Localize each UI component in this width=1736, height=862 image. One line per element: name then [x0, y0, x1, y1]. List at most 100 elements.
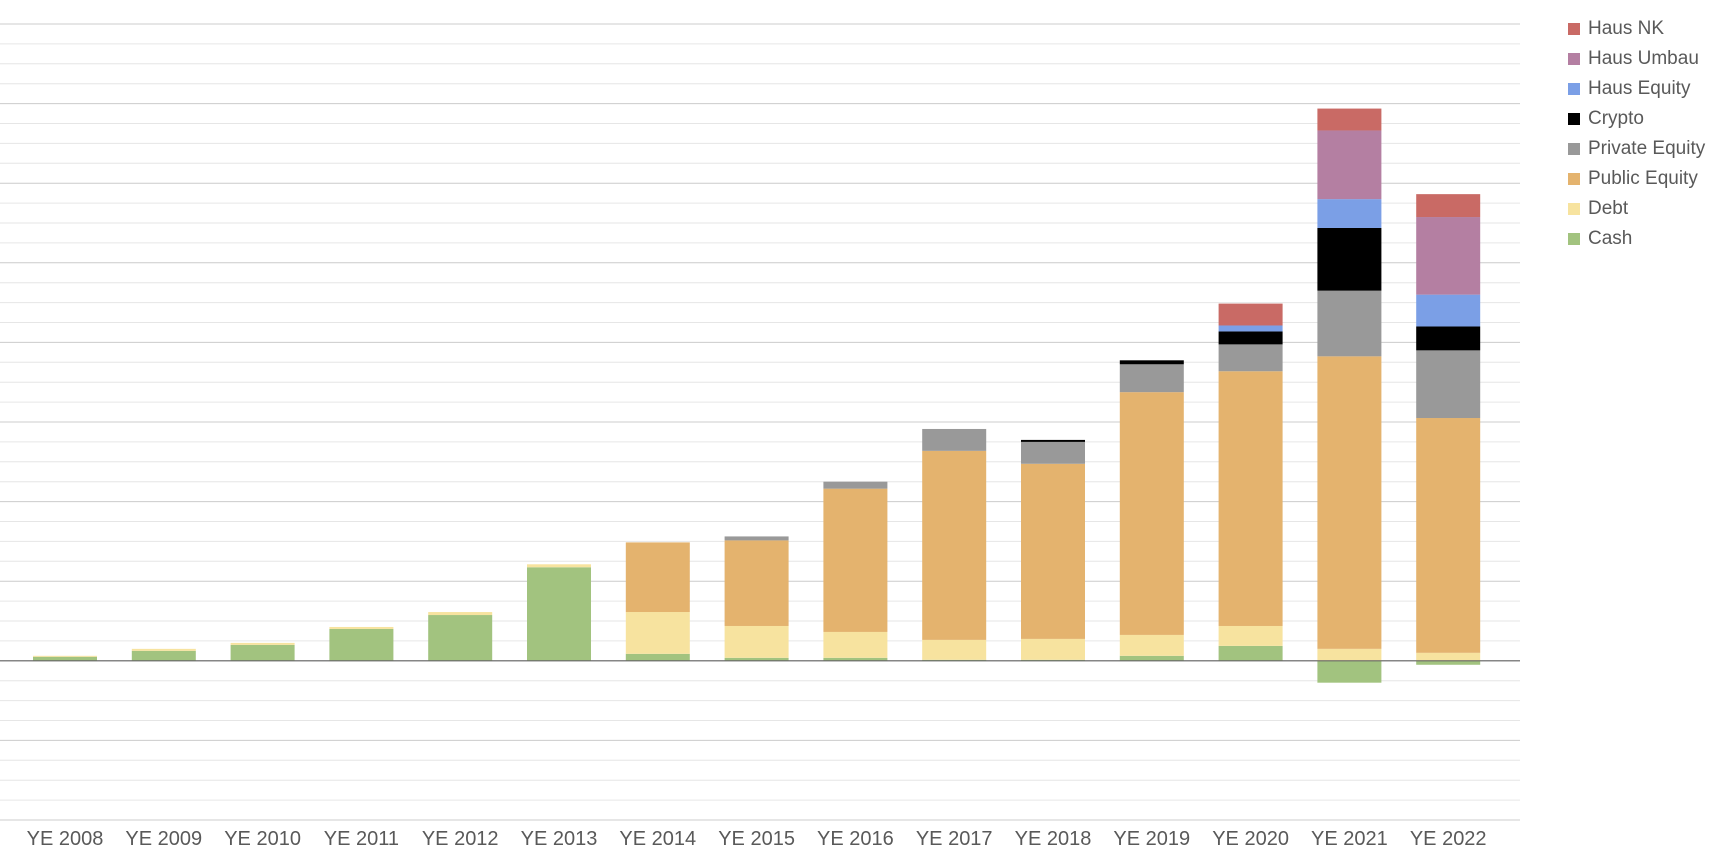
bar-debt-ye-2021 [1317, 648, 1382, 661]
x-tick-label: YE 2016 [817, 828, 894, 850]
bar-debt-ye-2016 [823, 631, 888, 658]
legend-label: Debt [1588, 198, 1629, 219]
legend-item: Haus Equity [1568, 74, 1705, 104]
bar-private-equity-ye-2019 [1119, 364, 1184, 393]
bar-cash-ye-2012 [428, 615, 493, 661]
x-tick-label: YE 2019 [1113, 828, 1190, 850]
bar-debt-ye-2010 [230, 642, 295, 645]
bar-debt-ye-2015 [724, 625, 789, 658]
bar-public-equity-ye-2022 [1416, 418, 1481, 653]
bar-segments [33, 108, 1481, 683]
bar-cash-ye-2009 [131, 650, 196, 661]
bar-public-equity-ye-2017 [922, 450, 987, 640]
x-tick-label: YE 2010 [224, 828, 301, 850]
bar-debt-ye-2014 [625, 612, 690, 654]
x-tick-label: YE 2013 [521, 828, 598, 850]
legend-item: Crypto [1568, 104, 1705, 134]
legend-item: Public Equity [1568, 164, 1705, 194]
bar-private-equity-ye-2018 [1021, 441, 1085, 464]
legend-label: Haus Equity [1588, 78, 1691, 99]
bar-public-equity-ye-2018 [1021, 463, 1085, 639]
bar-private-equity-ye-2015 [724, 536, 789, 541]
x-tick-label: YE 2014 [619, 828, 696, 850]
legend-swatch [1568, 23, 1580, 35]
bar-debt-ye-2011 [329, 626, 394, 629]
x-tick-label: YE 2008 [27, 828, 104, 850]
x-axis-tick-labels: YE 2008 YE 2009 YE 2010 YE 2011 YE 2012 YE 20… [27, 828, 1487, 850]
bar-cash-ye-2016 [823, 657, 888, 661]
legend-item: Haus NK [1568, 14, 1705, 44]
bar-haus-nk-ye-2021 [1317, 108, 1382, 131]
x-tick-label: YE 2015 [718, 828, 795, 850]
x-tick-label: YE 2018 [1015, 828, 1092, 850]
legend-swatch [1568, 83, 1580, 95]
bar-private-equity-ye-2022 [1416, 350, 1481, 419]
grid-lines [0, 23, 1520, 821]
bar-debt-ye-2013 [527, 564, 591, 568]
legend-label: Crypto [1588, 108, 1644, 129]
x-tick-label: YE 2020 [1212, 828, 1289, 850]
bar-cash-ye-2013 [527, 567, 591, 661]
x-tick-label: YE 2012 [422, 828, 499, 850]
bar-cash-ye-2019 [1119, 655, 1184, 661]
bar-private-equity-ye-2016 [823, 481, 888, 489]
bar-crypto-ye-2020 [1218, 331, 1283, 345]
legend-label: Public Equity [1588, 168, 1698, 189]
x-tick-label: YE 2017 [916, 828, 993, 850]
legend-label: Cash [1588, 228, 1633, 249]
x-tick-label: YE 2011 [324, 828, 399, 850]
legend-swatch [1568, 53, 1580, 65]
bar-cash-ye-2011 [329, 628, 394, 661]
legend-item: Cash [1568, 224, 1705, 254]
bar-debt-ye-2008 [33, 655, 97, 657]
bar-haus-equity-ye-2022 [1416, 294, 1481, 327]
legend-label: Haus Umbau [1588, 48, 1699, 69]
bar-public-equity-ye-2014 [625, 542, 690, 613]
bar-cash-ye-2015 [724, 657, 789, 661]
legend-swatch [1568, 173, 1580, 185]
bar-debt-ye-2017 [922, 639, 987, 660]
bar-public-equity-ye-2019 [1119, 392, 1184, 635]
legend-label: Private Equity [1588, 138, 1706, 159]
bar-public-equity-ye-2020 [1218, 371, 1283, 626]
bar-cash-ye-2008 [33, 656, 97, 661]
bar-cash-ye-2010 [230, 644, 295, 661]
legend: Haus NK Haus Umbau Haus Equity Crypto Privat… [1568, 14, 1705, 254]
bar-haus-equity-ye-2020 [1218, 325, 1283, 332]
bar-private-equity-ye-2020 [1218, 344, 1283, 372]
legend-item: Private Equity [1568, 134, 1705, 164]
x-tick-label: YE 2021 [1311, 828, 1388, 850]
bar-private-equity-ye-2017 [922, 428, 987, 451]
bar-debt-ye-2019 [1119, 634, 1184, 656]
x-tick-label: YE 2022 [1410, 828, 1487, 850]
bar-haus-umbau-ye-2021 [1317, 130, 1382, 200]
bar-crypto-ye-2022 [1416, 326, 1481, 351]
bar-haus-umbau-ye-2022 [1416, 217, 1481, 295]
bar-haus-equity-ye-2021 [1317, 199, 1382, 228]
bar-debt-ye-2009 [131, 648, 196, 651]
bar-public-equity-ye-2016 [823, 488, 888, 632]
bar-cash-ye-2022 [1416, 660, 1481, 665]
legend-swatch [1568, 203, 1580, 215]
legend-swatch [1568, 233, 1580, 245]
legend-item: Debt [1568, 194, 1705, 224]
bar-debt-ye-2012 [428, 612, 493, 616]
bar-cash-ye-2021 [1317, 660, 1382, 683]
bar-haus-nk-ye-2022 [1416, 194, 1481, 218]
legend-label: Haus NK [1588, 18, 1665, 39]
bar-private-equity-ye-2021 [1317, 290, 1382, 357]
bar-public-equity-ye-2015 [724, 540, 789, 626]
bar-cash-ye-2020 [1218, 645, 1283, 661]
bar-crypto-ye-2018 [1021, 439, 1085, 442]
bar-debt-ye-2020 [1218, 625, 1283, 646]
x-tick-label: YE 2009 [125, 828, 202, 850]
bar-debt-ye-2018 [1021, 638, 1085, 660]
bar-cash-ye-2014 [625, 653, 690, 661]
legend-swatch [1568, 143, 1580, 155]
bar-haus-nk-ye-2020 [1218, 303, 1283, 326]
bar-debt-ye-2022 [1416, 652, 1481, 661]
bar-crypto-ye-2019 [1119, 360, 1184, 365]
bar-public-equity-ye-2021 [1317, 356, 1382, 649]
legend-item: Haus Umbau [1568, 44, 1705, 74]
